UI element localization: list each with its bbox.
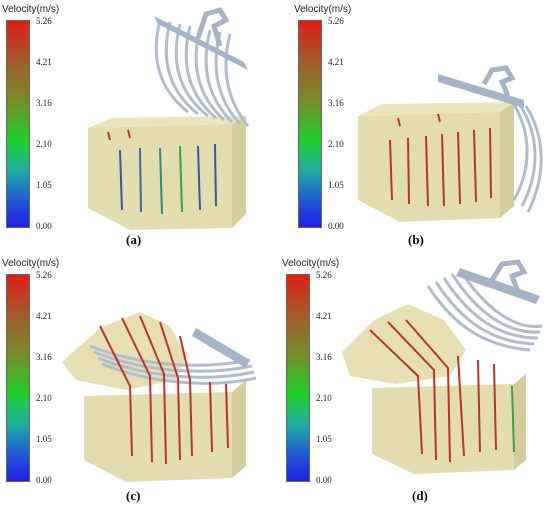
color-bar [6, 20, 30, 228]
soil-side [500, 102, 514, 218]
color-bar [286, 274, 310, 482]
soil-block [84, 392, 232, 482]
legend-title: Velocity(m/s) [294, 4, 352, 15]
simulation-scene-b [358, 65, 543, 222]
caption-d: (d) [412, 488, 428, 503]
caption-a: (a) [126, 232, 142, 247]
panel-a: Velocity(m/s) 5.26 4.21 3.16 2.10 1.05 0… [0, 0, 270, 252]
tick-label: 3.16 [328, 98, 344, 108]
panel-d: Velocity(m/s) 5.26 4.21 3.16 2.10 1.05 0… [278, 256, 548, 508]
panel-c: Velocity(m/s) 5.26 4.21 3.16 2.10 1.05 0… [0, 256, 270, 508]
tick-label: 5.26 [36, 16, 52, 26]
legend-title: Velocity(m/s) [282, 258, 340, 269]
rake [89, 344, 257, 385]
legend-title: Velocity(m/s) [2, 258, 60, 269]
roots [107, 129, 217, 215]
tick-label: 2.10 [36, 139, 52, 149]
simulation-scene-d [342, 259, 543, 474]
rake-beam [438, 74, 524, 108]
tick-label: 3.16 [316, 352, 332, 362]
roots [99, 315, 229, 465]
tick-label: 2.10 [36, 393, 52, 403]
rake-beam [154, 16, 248, 70]
tick-label: 0.00 [36, 221, 52, 231]
soil-side [514, 374, 526, 470]
tick-label: 2.10 [316, 393, 332, 403]
legend-title: Velocity(m/s) [2, 4, 60, 15]
soil-top [358, 102, 514, 116]
simulation-scene-c [62, 312, 257, 482]
tick-label: 3.16 [36, 352, 52, 362]
rake-hitch [481, 65, 516, 97]
tick-label: 0.00 [328, 221, 344, 231]
rake-hitch [195, 7, 230, 47]
soil-block [372, 384, 514, 474]
caption-b: (b) [408, 232, 424, 247]
tick-label: 1.05 [328, 180, 344, 190]
tick-label: 1.05 [36, 434, 52, 444]
simulation-scene-a [88, 7, 250, 230]
tick-label: 3.16 [36, 98, 52, 108]
rake [154, 19, 250, 127]
tick-label: 1.05 [316, 434, 332, 444]
rake-beam [192, 328, 250, 368]
soil-side [232, 380, 246, 478]
soil-heap [342, 304, 466, 384]
soil-block [358, 112, 500, 222]
tick-label: 0.00 [316, 475, 332, 485]
tick-label: 5.26 [316, 270, 332, 280]
tick-label: 2.10 [328, 139, 344, 149]
roots [369, 319, 515, 463]
tick-label: 0.00 [36, 475, 52, 485]
soil-top [88, 116, 246, 128]
tick-label: 4.21 [36, 311, 52, 321]
tick-label: 1.05 [36, 180, 52, 190]
tick-label: 4.21 [328, 57, 344, 67]
soil-side [232, 116, 246, 228]
soil-heap [62, 312, 186, 390]
tick-label: 4.21 [36, 57, 52, 67]
tick-label: 4.21 [316, 311, 332, 321]
rake [508, 97, 543, 213]
rake-hitch [489, 259, 528, 293]
panel-b: Velocity(m/s) 5.26 4.21 3.16 2.10 1.05 0… [278, 0, 548, 252]
rake [426, 269, 543, 352]
caption-c: (c) [126, 488, 141, 503]
tick-label: 5.26 [328, 16, 344, 26]
color-bar [298, 20, 322, 228]
color-bar [6, 274, 30, 482]
rake-beam [456, 268, 540, 304]
tick-label: 5.26 [36, 270, 52, 280]
roots [389, 113, 492, 207]
